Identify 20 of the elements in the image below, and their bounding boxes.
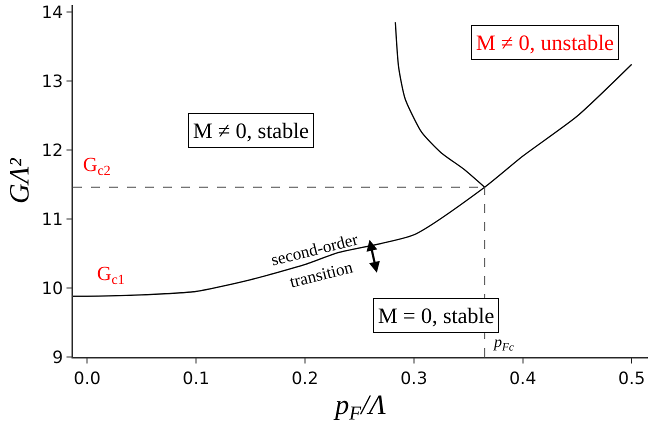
x-tick-label: 0.1 (182, 368, 210, 389)
y-tick-label: 14 (41, 2, 64, 23)
x-tick-label: 0.2 (291, 368, 318, 389)
x-axis-title: p$_{F}$/Λ (333, 390, 386, 425)
y-tick-label: 10 (41, 278, 64, 299)
y-tick-label: 13 (41, 72, 64, 92)
ref-line-label: p$_{Fc}$ (493, 334, 514, 354)
annotation: M ≠ 0, stable (193, 118, 309, 143)
x-tick-label: 0.4 (509, 368, 536, 389)
y-tick-label: 9 (52, 348, 64, 368)
annotation: G$_{c1}$ (97, 263, 125, 288)
ref-line-label: G$_{c2}$ (83, 154, 111, 180)
y-tick-label: 12 (41, 140, 64, 161)
y-axis-title: GΛ² (4, 158, 36, 204)
annotation: M ≠ 0, unstable (476, 30, 614, 55)
y-tick-label: 11 (41, 210, 64, 230)
x-tick-label: 0.0 (74, 368, 101, 389)
x-tick-label: 0.5 (618, 368, 646, 389)
x-tick-label: 0.3 (400, 368, 428, 389)
annotation: M = 0, stable (378, 303, 494, 328)
